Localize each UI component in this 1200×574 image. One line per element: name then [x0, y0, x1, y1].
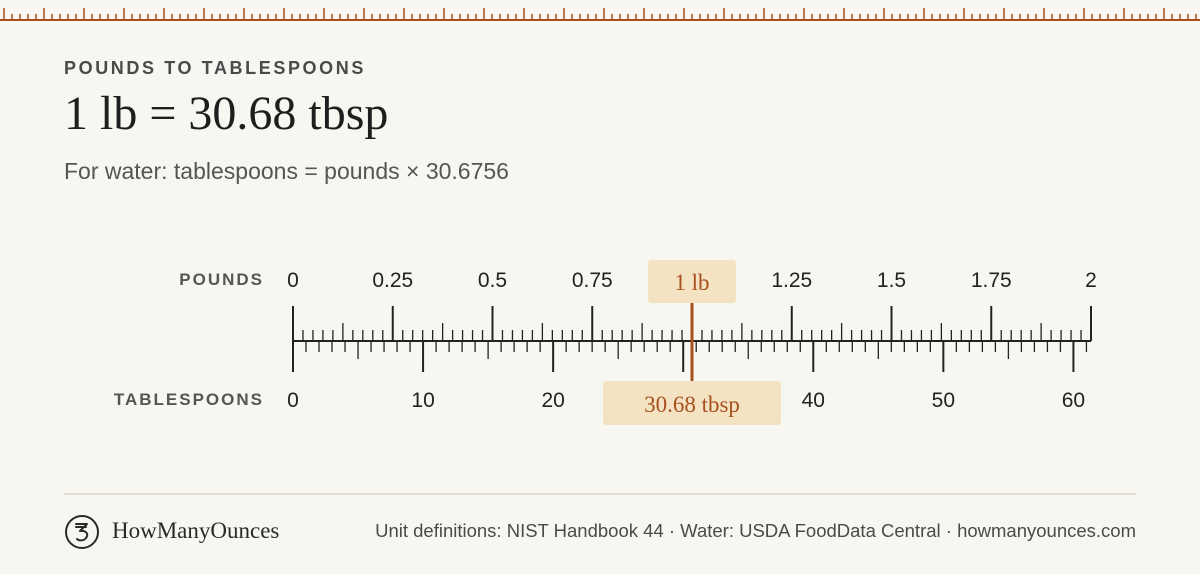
- pounds-row-label: POUNDS: [179, 270, 264, 289]
- ounce-symbol-icon: [65, 515, 99, 549]
- marker-tablespoons-label: 30.68 tbsp: [644, 392, 740, 417]
- tablespoons-tick-label: 0: [287, 389, 299, 412]
- page-title: 1 lb = 30.68 tbsp: [64, 87, 389, 140]
- conversion-scale: POUNDS TABLESPOONS 0 0.25 0.5 0.75 1.25 1.5 1.…: [114, 260, 1097, 425]
- marker-top-box: [648, 260, 736, 303]
- page-eyebrow: POUNDS TO TABLESPOONS: [64, 58, 366, 78]
- marker-pounds-label: 1 lb: [674, 270, 709, 295]
- tablespoons-row-label: TABLESPOONS: [114, 390, 264, 409]
- pounds-tick-label: 1.5: [877, 269, 906, 292]
- brand-name: HowManyOunces: [112, 518, 280, 543]
- pounds-tick-label: 0.25: [372, 269, 413, 292]
- pounds-tick-label: 2: [1085, 269, 1097, 292]
- footer-divider: [64, 493, 1136, 495]
- top-ruler-decoration: [0, 8, 1200, 21]
- tablespoons-tick-label: 50: [932, 389, 955, 412]
- tablespoons-tick-label: 40: [802, 389, 825, 412]
- pounds-tick-label: 0: [287, 269, 299, 292]
- source-note: Unit definitions: NIST Handbook 44 · Wat…: [375, 520, 1136, 541]
- marker-bottom-box: [603, 381, 781, 425]
- pounds-tick-label: 0.75: [572, 269, 613, 292]
- tablespoons-tick-label: 60: [1062, 389, 1085, 412]
- pounds-tick-label: 0.5: [478, 269, 507, 292]
- pounds-tick-label: 1.75: [971, 269, 1012, 292]
- pounds-tick-label: 1.25: [771, 269, 812, 292]
- tablespoons-tick-label: 10: [411, 389, 434, 412]
- conversion-formula: For water: tablespoons = pounds × 30.675…: [64, 158, 509, 184]
- tablespoons-tick-label: 20: [541, 389, 564, 412]
